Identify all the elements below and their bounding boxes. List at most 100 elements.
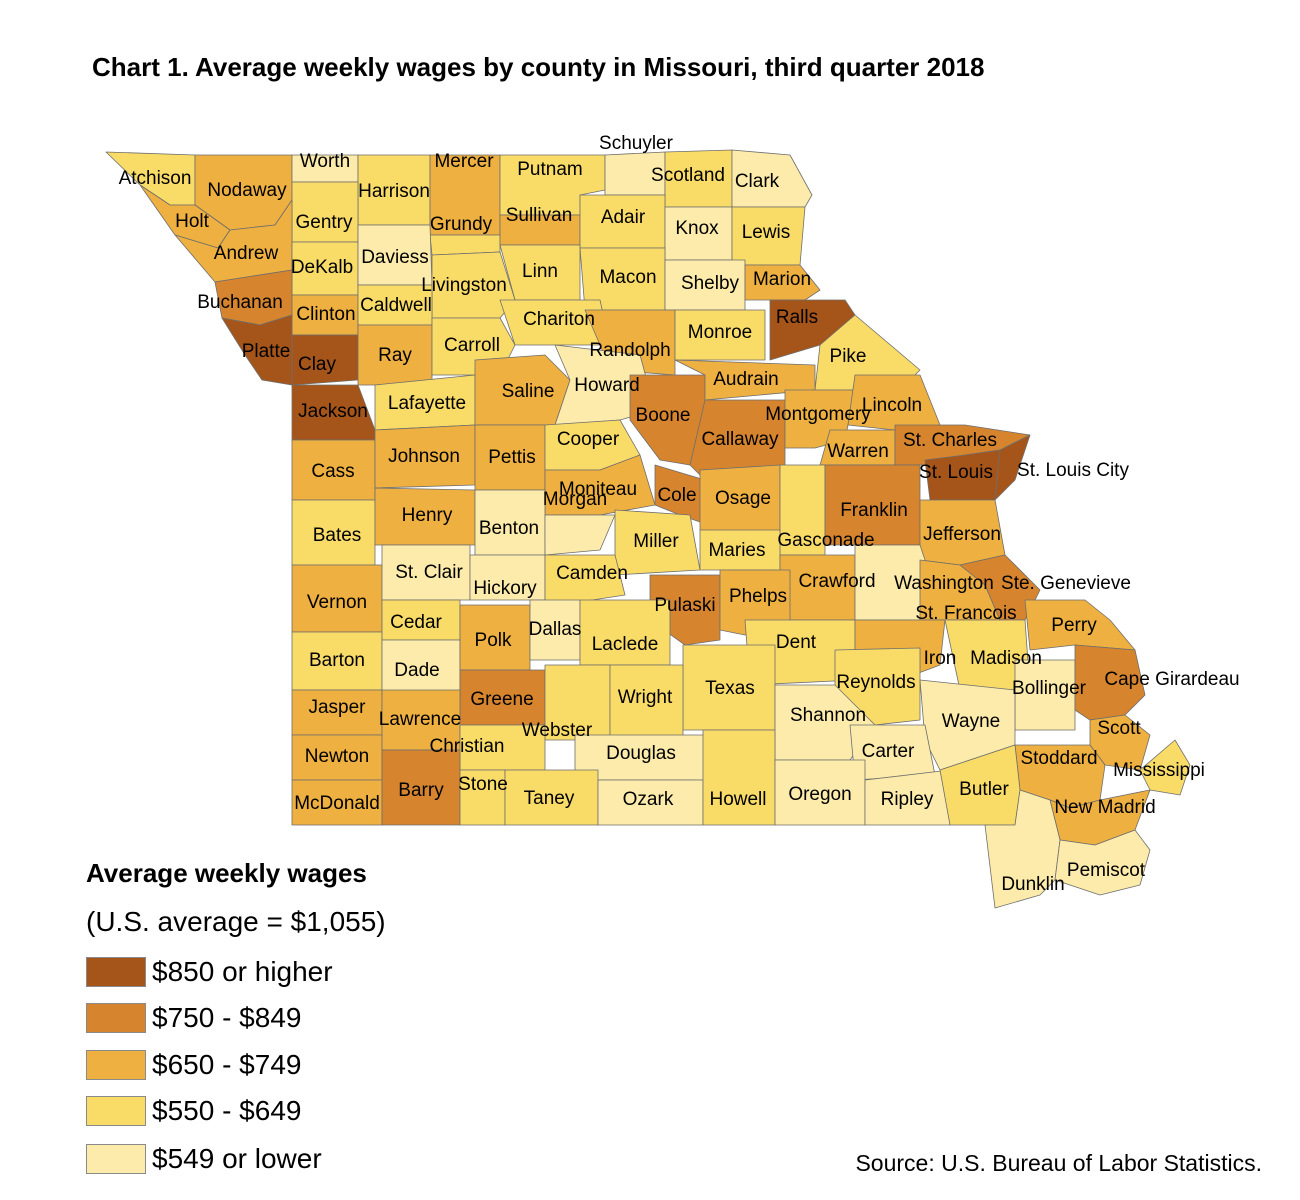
county-label-howard: Howard	[574, 375, 639, 396]
legend-label: $550 - $649	[152, 1095, 302, 1126]
county-label-holt: Holt	[175, 211, 210, 232]
county-label-cape-girardeau: Cape Girardeau	[1104, 669, 1239, 690]
county-label-callaway: Callaway	[701, 429, 779, 450]
county-label-gentry: Gentry	[295, 212, 353, 233]
county-label-shelby: Shelby	[681, 273, 740, 294]
county-label-christian: Christian	[430, 736, 505, 757]
county-label-wayne: Wayne	[942, 711, 1000, 732]
county-label-knox: Knox	[675, 218, 719, 239]
county-label-dade: Dade	[394, 660, 439, 681]
county-label-gasconade: Gasconade	[777, 530, 874, 551]
county-label-greene: Greene	[470, 689, 533, 710]
legend-label: $750 - $849	[152, 1002, 302, 1033]
county-label-madison: Madison	[970, 648, 1042, 669]
county-label-st-charles: St. Charles	[903, 430, 997, 451]
county-label-marion: Marion	[753, 269, 811, 290]
county-label-shannon: Shannon	[790, 705, 866, 726]
county-label-ripley: Ripley	[881, 789, 934, 810]
county-label-mcdonald: McDonald	[294, 793, 380, 814]
county-audrain	[674, 359, 816, 401]
county-label-adair: Adair	[601, 207, 646, 228]
county-label-audrain: Audrain	[713, 369, 779, 390]
county-label-worth: Worth	[300, 151, 350, 172]
county-label-atchison: Atchison	[119, 168, 192, 189]
county-label-douglas: Douglas	[606, 743, 676, 764]
county-label-carter: Carter	[862, 741, 915, 762]
county-label-oregon: Oregon	[788, 784, 851, 805]
county-label-wright: Wright	[618, 687, 673, 708]
legend-label: $549 or lower	[152, 1143, 322, 1174]
county-chariton	[499, 299, 611, 346]
county-label-ste-genevieve: Ste. Genevieve	[1001, 573, 1131, 594]
legend-item-750-849: $750 - $849	[86, 1001, 301, 1035]
county-label-caldwell: Caldwell	[360, 295, 432, 316]
county-label-mercer: Mercer	[434, 151, 494, 172]
county-label-bates: Bates	[313, 525, 362, 546]
county-label-iron: Iron	[924, 648, 957, 669]
county-label-scotland: Scotland	[651, 165, 725, 186]
county-label-pettis: Pettis	[488, 447, 536, 468]
county-label-miller: Miller	[633, 531, 679, 552]
county-label-washington: Washington	[894, 573, 994, 594]
county-label-st-clair: St. Clair	[395, 562, 463, 583]
legend-item-650-749: $650 - $749	[86, 1048, 301, 1082]
county-label-phelps: Phelps	[729, 586, 787, 607]
legend-swatch	[86, 957, 146, 987]
county-label-randolph: Randolph	[589, 340, 670, 361]
county-label-monroe: Monroe	[688, 322, 752, 343]
county-label-barry: Barry	[398, 780, 444, 801]
legend-subtitle: (U.S. average = $1,055)	[86, 906, 386, 937]
county-label-cass: Cass	[311, 461, 354, 482]
county-label-jasper: Jasper	[308, 697, 366, 718]
county-label-new-madrid: New Madrid	[1054, 797, 1155, 818]
county-label-livingston: Livingston	[421, 275, 507, 296]
county-label-scott: Scott	[1097, 718, 1141, 739]
county-label-linn: Linn	[522, 261, 558, 282]
legend-swatch	[86, 1096, 146, 1126]
map-title: Chart 1. Average weekly wages by county …	[92, 52, 985, 82]
county-label-maries: Maries	[708, 540, 765, 561]
county-label-camden: Camden	[556, 563, 628, 584]
county-label-cedar: Cedar	[390, 612, 442, 633]
county-label-sullivan: Sullivan	[506, 205, 573, 226]
county-label-bollinger: Bollinger	[1012, 678, 1087, 699]
county-grundy	[429, 234, 501, 256]
county-label-ozark: Ozark	[623, 789, 674, 810]
county-label-dent: Dent	[776, 632, 817, 653]
county-label-hickory: Hickory	[473, 578, 537, 599]
county-label-dunklin: Dunklin	[1001, 874, 1064, 895]
county-howell	[702, 729, 776, 826]
county-label-franklin: Franklin	[840, 500, 908, 521]
county-marion	[744, 264, 821, 301]
county-label-benton: Benton	[479, 518, 539, 539]
legend-label: $650 - $749	[152, 1049, 302, 1080]
county-label-harrison: Harrison	[358, 181, 430, 202]
legend-swatch	[86, 1144, 146, 1174]
county-label-dallas: Dallas	[529, 619, 582, 640]
county-label-howell: Howell	[709, 789, 766, 810]
county-label-mississippi: Mississippi	[1113, 760, 1205, 781]
county-label-lewis: Lewis	[742, 222, 791, 243]
county-label-pemiscot: Pemiscot	[1067, 860, 1146, 881]
county-label-reynolds: Reynolds	[836, 672, 915, 693]
county-label-platte: Platte	[242, 341, 291, 362]
county-morgan	[544, 514, 616, 556]
county-label-lafayette: Lafayette	[388, 393, 466, 414]
county-label-boone: Boone	[636, 405, 691, 426]
county-label-osage: Osage	[715, 488, 771, 509]
county-label-stoddard: Stoddard	[1020, 748, 1097, 769]
county-label-clark: Clark	[735, 171, 780, 192]
county-label-ray: Ray	[378, 345, 412, 366]
county-label-daviess: Daviess	[361, 247, 429, 268]
county-label-schuyler: Schuyler	[599, 133, 674, 154]
county-label-moniteau: Moniteau	[559, 479, 637, 500]
county-label-cooper: Cooper	[557, 429, 620, 450]
county-label-johnson: Johnson	[388, 446, 460, 467]
county-monroe	[674, 309, 766, 361]
county-label-cole: Cole	[657, 485, 696, 506]
county-label-putnam: Putnam	[517, 159, 582, 180]
county-label-buchanan: Buchanan	[197, 292, 283, 313]
county-label-st-francois: St. Francois	[915, 603, 1016, 624]
county-label-macon: Macon	[599, 267, 656, 288]
